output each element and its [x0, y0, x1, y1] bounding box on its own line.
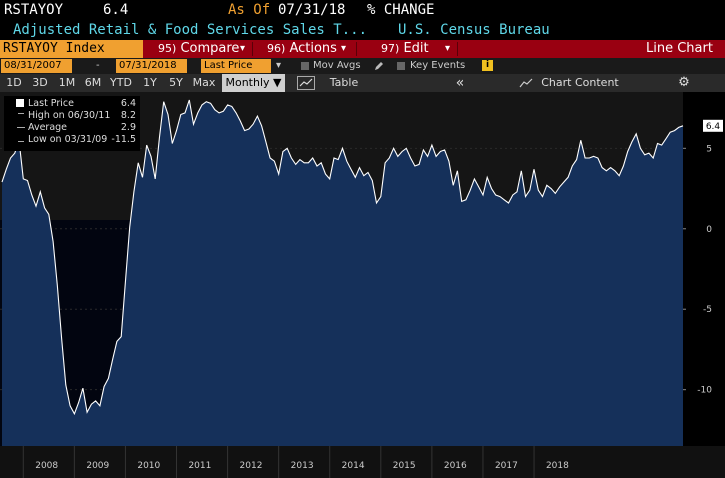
legend-low: Low on 03/31/09 -11.5	[4, 134, 140, 145]
period-3d[interactable]: 3D	[32, 76, 48, 89]
settings-icon[interactable]: ⚙	[678, 75, 690, 90]
x-tick-label: 2011	[188, 461, 211, 471]
key-events-label: Key Events	[410, 60, 466, 71]
period-max[interactable]: Max	[192, 76, 216, 89]
frequency-arrow-icon: ▼	[273, 76, 282, 89]
period-1d[interactable]: 1D	[6, 76, 22, 89]
range-separator: -	[96, 60, 100, 71]
high-marker-icon	[18, 113, 24, 114]
edit-menu[interactable]: 97) Edit	[381, 40, 429, 58]
series-area	[2, 100, 683, 446]
mov-avgs-label: Mov Avgs	[313, 60, 361, 71]
x-tick-label: 2017	[495, 461, 518, 471]
as-of-label: As Of	[228, 2, 271, 18]
x-tick-label: 2014	[342, 461, 365, 471]
info-icon[interactable]: i	[482, 60, 493, 71]
actions-label: Actions	[289, 41, 337, 56]
units-label: % CHANGE	[367, 2, 435, 18]
x-tick-label: 2010	[137, 461, 160, 471]
field-dropdown-icon[interactable]: ▾	[276, 60, 282, 71]
chart-legend: Last Price 6.4 High on 06/30/11 8.2 Aver…	[4, 96, 140, 151]
chart-content-button[interactable]: Chart Content	[541, 76, 619, 89]
legend-average: Average 2.9	[4, 122, 140, 133]
y-tick-label: 5	[706, 144, 712, 154]
x-tick-label: 2018	[546, 461, 569, 471]
x-tick-label: 2016	[444, 461, 467, 471]
legend-low-value: -11.5	[111, 134, 136, 145]
legend-high-label: High on 06/30/11	[28, 110, 111, 121]
x-tick-label: 2013	[291, 461, 314, 471]
divider	[457, 42, 458, 56]
frequency-label: Monthly	[225, 76, 270, 89]
legend-low-label: Low on 03/31/09	[28, 134, 108, 145]
ticker-symbol: RSTAYOY	[4, 2, 64, 18]
key-events-checkbox[interactable]	[397, 62, 405, 70]
actions-dropdown-icon[interactable]: ▾	[341, 43, 347, 54]
table-button[interactable]: Table	[329, 76, 359, 89]
start-date-field[interactable]: 08/31/2007	[1, 59, 72, 73]
menu-bar: RSTAYOY Index 95) Compare ▾ 96) Actions …	[0, 40, 725, 58]
data-source: U.S. Census Bureau	[398, 22, 550, 38]
x-tick-label: 2015	[393, 461, 416, 471]
line-chart: 5 0 -5 -10 2008 2009 2010 2011 2012 2013 2014 2015…	[0, 92, 725, 478]
compare-shortcut: 95)	[158, 42, 177, 55]
date-range-bar: 08/31/2007 - 07/31/2018 Last Price ▾ Mov…	[0, 58, 725, 74]
as-of-date: 07/31/18	[278, 2, 346, 18]
actions-shortcut: 96)	[267, 42, 286, 55]
compare-menu[interactable]: 95) Compare	[158, 40, 239, 58]
period-6m[interactable]: 6M	[84, 76, 102, 89]
last-value-tag-label: 6.4	[706, 122, 721, 132]
x-tick-label: 2012	[240, 461, 263, 471]
average-marker-icon	[17, 127, 25, 128]
collapse-icon[interactable]: «	[455, 75, 465, 91]
y-tick-label: -5	[703, 305, 712, 315]
compare-label: Compare	[180, 41, 240, 56]
end-date-field[interactable]: 07/31/2018	[116, 59, 187, 73]
chart-content-icon[interactable]	[519, 77, 533, 89]
divider	[252, 42, 253, 56]
legend-high: High on 06/30/11 8.2	[4, 110, 140, 121]
legend-last-price-value: 6.4	[120, 98, 136, 109]
security-description: Adjusted Retail & Food Services Sales T.…	[13, 22, 368, 38]
legend-last-price: Last Price 6.4	[4, 98, 140, 109]
description-row: Adjusted Retail & Food Services Sales T.…	[0, 20, 725, 40]
last-value-tag	[703, 119, 723, 132]
period-1y[interactable]: 1Y	[143, 76, 157, 89]
chart-type-label[interactable]: Line Chart	[646, 41, 713, 56]
period-5y[interactable]: 5Y	[169, 76, 183, 89]
security-field[interactable]: RSTAYOY Index	[0, 40, 143, 58]
legend-checkbox[interactable]	[16, 99, 24, 107]
low-marker-icon	[18, 141, 24, 142]
period-1m[interactable]: 1M	[58, 76, 76, 89]
edit-dropdown-icon[interactable]: ▾	[445, 43, 451, 54]
chart-area: 5 0 -5 -10 2008 2009 2010 2011 2012 2013 2014 2015…	[0, 92, 725, 478]
legend-last-price-label: Last Price	[28, 98, 74, 109]
last-value: 6.4	[103, 2, 129, 18]
mov-avgs-checkbox[interactable]	[301, 62, 309, 70]
legend-average-value: 2.9	[120, 122, 136, 133]
x-tick-label: 2009	[86, 461, 109, 471]
compare-dropdown-icon[interactable]: ▾	[240, 43, 246, 54]
legend-average-label: Average	[28, 122, 68, 133]
period-ytd[interactable]: YTD	[110, 76, 132, 89]
field-selector[interactable]: Last Price	[201, 59, 271, 73]
legend-high-value: 8.2	[120, 110, 136, 121]
x-tick-label: 2008	[35, 461, 58, 471]
actions-menu[interactable]: 96) Actions	[267, 40, 337, 58]
edit-label: Edit	[403, 41, 429, 56]
divider	[356, 42, 357, 56]
y-tick-label: 0	[706, 225, 712, 235]
pencil-icon[interactable]	[373, 60, 385, 72]
security-header: RSTAYOY 6.4 As Of 07/31/18 % CHANGE	[0, 0, 725, 20]
edit-shortcut: 97)	[381, 42, 400, 55]
y-tick-label: -10	[697, 386, 712, 396]
chart-toolbar: 1D 3D 1M 6M YTD 1Y 5Y Max Monthly ▼ Tabl…	[0, 74, 725, 92]
x-axis-band	[0, 446, 725, 478]
line-chart-icon[interactable]	[297, 76, 315, 90]
frequency-selector[interactable]: Monthly ▼	[222, 74, 285, 92]
series-line	[1, 99, 684, 416]
